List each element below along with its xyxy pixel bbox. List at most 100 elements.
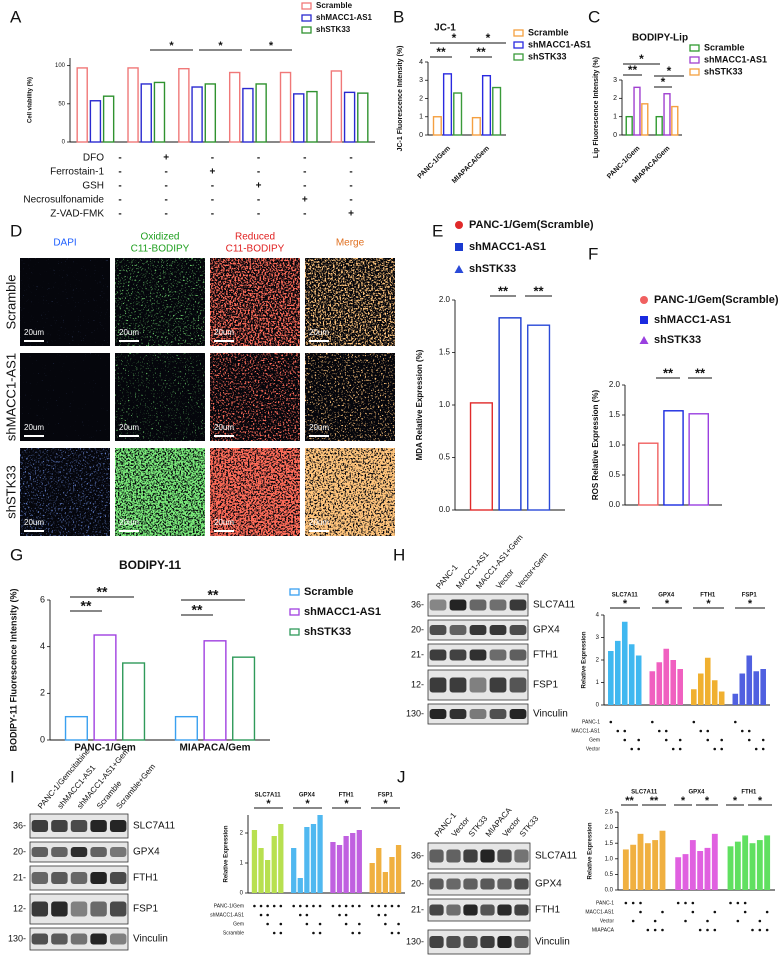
protein-label: FTH1 [133,873,158,884]
blot-band [480,849,495,863]
significance-label: ** [650,795,659,807]
condition-dot [609,720,613,724]
image-row-label: shMACC1-AS1 [3,353,18,441]
condition-dot [684,901,687,905]
condition-dot [637,738,640,742]
treatment-sign: - [118,209,121,220]
bar [343,91,356,143]
bar [279,71,292,143]
condition-dot [312,931,315,935]
bar [727,846,734,890]
bar [306,90,318,143]
lane-label: Vector+Gem [514,550,550,590]
significance-label: ** [663,365,674,380]
significance-label: * [733,795,738,807]
bar [764,835,771,890]
bar [395,845,402,893]
y-tick-label: 2.0 [609,380,621,389]
significance-label: ** [476,45,486,59]
y-tick-label: 2.0 [439,295,451,304]
blot-band [463,849,478,863]
protein-label: SLC7A11 [133,821,176,832]
blot-band [429,709,447,719]
mw-marker: 20- [13,846,26,856]
bar [682,854,689,890]
condition-label: Gem [589,737,600,743]
micrograph-signal [20,353,110,441]
significance-label: ** [81,598,92,614]
y-tick-label: 2.5 [605,810,614,816]
treatment-sign: - [303,167,306,178]
blot-strip [427,929,531,955]
image-column-label: DAPI [53,238,76,249]
significance-label: ** [97,584,108,600]
significance-label: * [639,52,644,66]
bar [739,673,746,705]
bar [492,86,502,136]
y-tick-label: 0.5 [609,470,621,479]
legend-marker [454,265,464,273]
condition-dot [678,747,682,751]
y-tick-label: 6 [40,594,45,604]
legend-label: shSTK33 [704,66,743,76]
micrograph-signal [20,448,110,536]
scale-bar-label: 20um [214,423,234,432]
bar [760,669,766,705]
group-label: GPX4 [299,793,316,799]
blot-band [463,904,478,916]
condition-label: PANC-1 [582,719,600,725]
legend-label: shMACC1-AS1 [704,54,767,64]
legend-marker [455,221,463,229]
treatment-sign: - [118,181,121,192]
panel-label: F [588,244,598,263]
condition-dot [639,910,642,914]
y-tick-label: 0 [240,891,244,897]
condition-dot [298,913,302,917]
y-tick-label: 0 [419,132,423,139]
condition-dot [331,904,335,908]
bar [649,671,656,705]
micrograph-signal [305,448,395,536]
significance-label: * [748,598,753,610]
bar [718,691,725,705]
bar [178,67,190,143]
protein-label: FSP1 [133,904,158,915]
blot-band [31,933,49,945]
x-tick-label: MIAPACA/Gem [451,145,491,185]
treatment-sign: - [257,153,260,164]
treatment-label: Z-VAD-FMK [50,209,104,220]
y-tick-label: 2.0 [605,825,614,831]
treatment-sign: - [118,167,121,178]
protein-label: Vinculin [535,937,570,948]
mw-marker: 21- [411,904,424,914]
blot-band [31,847,49,857]
scale-bar-label: 20um [119,518,139,527]
condition-dot [318,904,322,908]
bar [317,815,323,893]
bar [264,860,271,893]
condition-dot [305,922,309,926]
condition-dot [747,729,751,733]
scale-bar-label: 20um [24,423,44,432]
condition-dot [397,904,400,908]
blot-band [429,904,444,916]
bar [637,833,644,890]
treatment-sign: - [257,209,260,220]
treatment-sign: - [165,181,168,192]
bar [389,857,395,893]
condition-dot [706,738,710,742]
condition-dot [377,904,381,908]
bar [293,93,305,143]
blot-band [463,936,478,948]
bar [691,689,697,705]
group-label: FTH1 [741,790,757,796]
bar [675,857,682,890]
legend-label: shMACC1-AS1 [304,606,381,618]
micrograph-signal [115,448,205,536]
group-label: FTH1 [700,593,716,599]
blot-band [480,904,495,916]
condition-dot [639,901,642,905]
significance-label: * [305,798,310,810]
legend-label: shSTK33 [469,263,516,275]
